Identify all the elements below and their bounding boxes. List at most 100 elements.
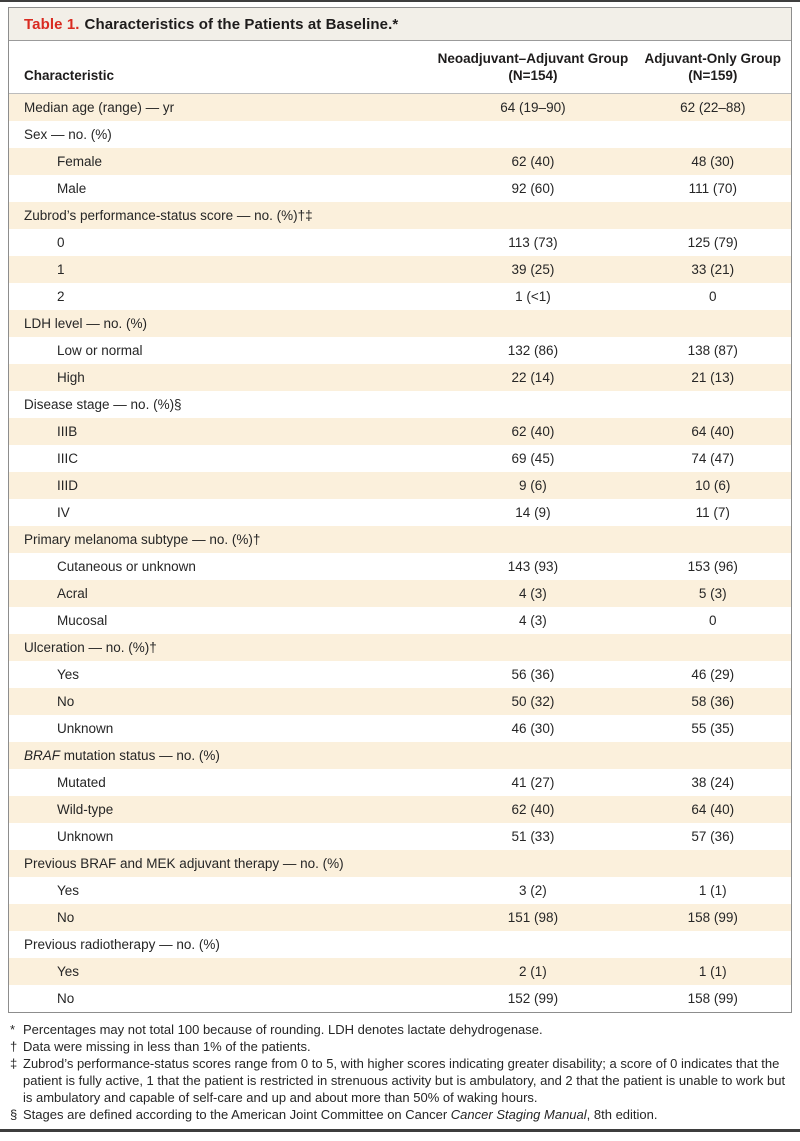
group1-value: 4 (3)	[431, 580, 635, 607]
table-title-text: Characteristics of the Patients at Basel…	[84, 16, 399, 33]
group1-value: 62 (40)	[431, 148, 635, 175]
table-number-label: Table 1.	[24, 16, 80, 33]
row-label: Ulceration — no. (%)†	[9, 634, 432, 661]
footnote: ‡ Zubrod’s performance-status scores rang…	[10, 1055, 792, 1106]
row-label: Primary melanoma subtype — no. (%)†	[9, 526, 432, 553]
group2-value: 111 (70)	[688, 180, 737, 196]
table-row-item: Yes 2 (1) 1 (1)	[9, 958, 791, 985]
group2-value: 5 (3)	[634, 580, 791, 607]
table-body: Median age (range) — yr 64 (19–90) 62 (22–…	[9, 93, 791, 1013]
group1-value: 143 (93)	[507, 558, 559, 574]
footnote-text: Data were missing in less than 1% of the…	[23, 1039, 311, 1054]
group2-value	[635, 391, 791, 418]
group1-name: Neoadjuvant–Adjuvant Group	[437, 51, 629, 66]
row-label: Zubrod’s performance-status score — no. …	[9, 202, 432, 229]
footnote-symbol: *	[10, 1022, 16, 1037]
table-row-section: LDH level — no. (%)	[9, 310, 791, 337]
row-label: IIID	[9, 472, 432, 499]
group2-value	[635, 931, 791, 958]
group1-value: 151 (98)	[431, 904, 635, 931]
row-label: No	[9, 904, 432, 931]
table-card: Table 1. Characteristics of the Patients …	[8, 7, 792, 1013]
row-label: IV	[57, 504, 70, 520]
table-row-item: High 22 (14) 21 (13)	[9, 364, 791, 391]
column-header-adjuvant-only-group: Adjuvant-Only Group (N=159)	[634, 41, 791, 94]
row-label: Female	[9, 148, 432, 175]
table-row-section: Zubrod’s performance-status score — no. …	[9, 202, 791, 229]
group2-value	[635, 121, 791, 148]
group2-value: 46 (29)	[691, 666, 735, 682]
row-label: Cutaneous or unknown	[57, 558, 196, 574]
table-row-item: Unknown 51 (33) 57 (36)	[9, 823, 791, 850]
group1-value: 39 (25)	[431, 256, 635, 283]
row-label: Yes	[57, 882, 80, 898]
group2-value: 62 (22–88)	[634, 93, 791, 121]
table-row-item: 0 113 (73) 125 (79)	[9, 229, 791, 256]
group2-value: 21 (13)	[634, 364, 791, 391]
table-row-item: Mutated 41 (27) 38 (24)	[9, 769, 791, 796]
header-row: Characteristic Neoadjuvant–Adjuvant Grou…	[9, 41, 791, 94]
table-row-item: Cutaneous or unknown 143 (93) 153 (96)	[9, 553, 791, 580]
table-row-section: Primary melanoma subtype — no. (%)†	[9, 526, 791, 553]
group2-value: 38 (24)	[691, 774, 735, 790]
table-row-item: Mucosal 4 (3) 0	[9, 607, 791, 634]
group2-value: 158 (99)	[634, 904, 791, 931]
group1-value: 56 (36)	[511, 666, 555, 682]
footnote-text: Percentages may not total 100 because of…	[23, 1022, 543, 1037]
group1-value: 132 (86)	[507, 342, 559, 358]
table-row-section: Previous radiotherapy — no. (%)	[9, 931, 791, 958]
group2-value: 1 (1)	[698, 882, 727, 898]
group2-n: (N=159)	[688, 68, 738, 83]
group2-value: 10 (6)	[634, 472, 791, 499]
footnote-text: Cancer Staging Manual	[450, 1107, 587, 1122]
row-label: Male	[57, 180, 87, 196]
group1-value: 2 (1)	[431, 958, 635, 985]
table-row-section: BRAF mutation status — no. (%)	[9, 742, 791, 769]
row-label: LDH level — no. (%)	[9, 310, 432, 337]
row-label: Low or normal	[57, 342, 143, 358]
group1-value: 64 (19–90)	[431, 93, 635, 121]
group1-value	[431, 526, 635, 553]
group2-value: 125 (79)	[687, 234, 738, 250]
group1-n: (N=154)	[508, 68, 558, 83]
group2-value	[634, 526, 791, 553]
table-title-bar: Table 1. Characteristics of the Patients …	[9, 8, 791, 41]
group1-value: 4 (3)	[519, 612, 547, 628]
group1-value: 14 (9)	[515, 504, 551, 520]
table-row-item: No 151 (98) 158 (99)	[9, 904, 791, 931]
row-label: IIIB	[9, 418, 432, 445]
table-row-section: Median age (range) — yr 64 (19–90) 62 (22–…	[9, 93, 791, 121]
group2-value: 158 (99)	[687, 990, 738, 1006]
table-row-item: 2 1 (<1) 0	[9, 283, 791, 310]
table-row-item: Wild-type 62 (40) 64 (40)	[9, 796, 791, 823]
group1-value: 22 (14)	[431, 364, 635, 391]
table-row-item: Unknown 46 (30) 55 (35)	[9, 715, 791, 742]
group2-value	[634, 310, 791, 337]
group1-value	[431, 391, 634, 418]
group2-value: 58 (36)	[634, 688, 791, 715]
footnote-text: Zubrod’s performance-status scores range…	[23, 1056, 786, 1105]
row-label: Mutated	[57, 774, 106, 790]
group1-value: 152 (99)	[507, 990, 559, 1006]
footnote-text: Stages are defined according to the Amer…	[23, 1107, 451, 1122]
group1-value	[431, 310, 635, 337]
group1-value: 9 (6)	[431, 472, 635, 499]
group1-value: 51 (33)	[511, 828, 555, 844]
row-label: IIIC	[57, 450, 79, 466]
group2-value: 74 (47)	[691, 450, 735, 466]
group1-value: 50 (32)	[431, 688, 635, 715]
group1-value: 69 (45)	[511, 450, 555, 466]
group2-value: 153 (96)	[687, 558, 738, 574]
group2-value: 48 (30)	[634, 148, 791, 175]
row-label: Unknown	[57, 720, 114, 736]
row-label: 1	[9, 256, 432, 283]
group2-value: 64 (40)	[634, 418, 791, 445]
table-row-item: 1 39 (25) 33 (21)	[9, 256, 791, 283]
row-label: Mucosal	[57, 612, 108, 628]
row-label: Unknown	[57, 828, 114, 844]
row-label: 2	[57, 288, 65, 304]
footnote: * Percentages may not total 100 because o…	[10, 1021, 792, 1038]
group1-value: 46 (30)	[511, 720, 555, 736]
group1-value: 3 (2)	[519, 882, 547, 898]
group2-value: 57 (36)	[691, 828, 735, 844]
